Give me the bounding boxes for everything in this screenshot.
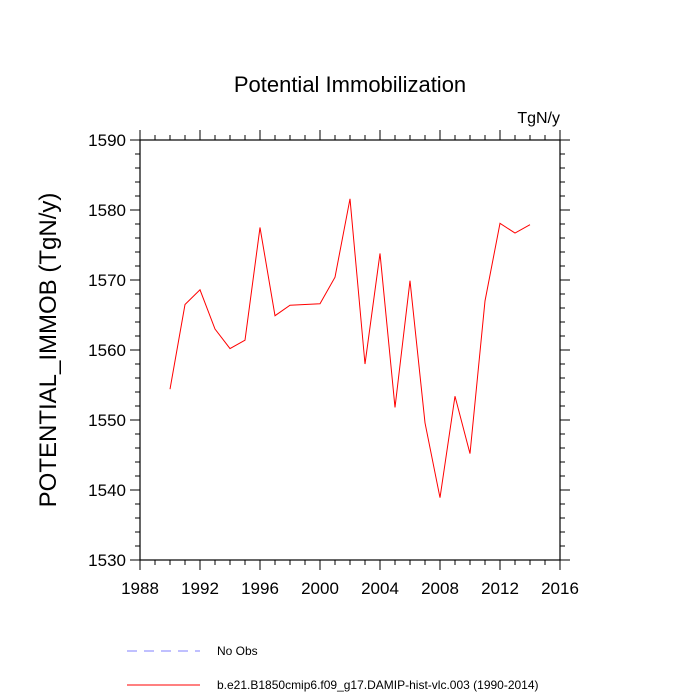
y-tick-label: 1540: [88, 481, 126, 500]
legend-label-1: b.e21.B1850cmip6.f09_g17.DAMIP-hist-vlc.…: [217, 678, 539, 692]
y-tick-label: 1530: [88, 551, 126, 570]
y-tick-label: 1580: [88, 201, 126, 220]
x-tick-label: 1988: [121, 579, 159, 598]
x-tick-label: 2004: [361, 579, 399, 598]
x-tick-label: 2000: [301, 579, 339, 598]
y-tick-label: 1560: [88, 341, 126, 360]
units-label: TgN/y: [517, 110, 560, 127]
chart-title: Potential Immobilization: [234, 72, 466, 97]
legend-label-0: No Obs: [217, 644, 258, 658]
x-tick-label: 2016: [541, 579, 579, 598]
y-axis-label: POTENTIAL_IMMOB (TgN/y): [35, 193, 62, 508]
legend: No Obs b.e21.B1850cmip6.f09_g17.DAMIP-his…: [127, 644, 539, 692]
y-tick-label: 1570: [88, 271, 126, 290]
x-tick-label: 2012: [481, 579, 519, 598]
x-tick-label: 2008: [421, 579, 459, 598]
y-tick-label: 1590: [88, 131, 126, 150]
y-tick-label: 1550: [88, 411, 126, 430]
series-group: [169, 198, 531, 498]
axis-ticks: 1988 1992 1996 2000 2004 2008 2012 2016 1530 1540…: [88, 130, 579, 598]
x-tick-label: 1996: [241, 579, 279, 598]
x-tick-label: 1992: [181, 579, 219, 598]
plot-frame: [139, 139, 561, 561]
series-line-0: [169, 198, 531, 498]
